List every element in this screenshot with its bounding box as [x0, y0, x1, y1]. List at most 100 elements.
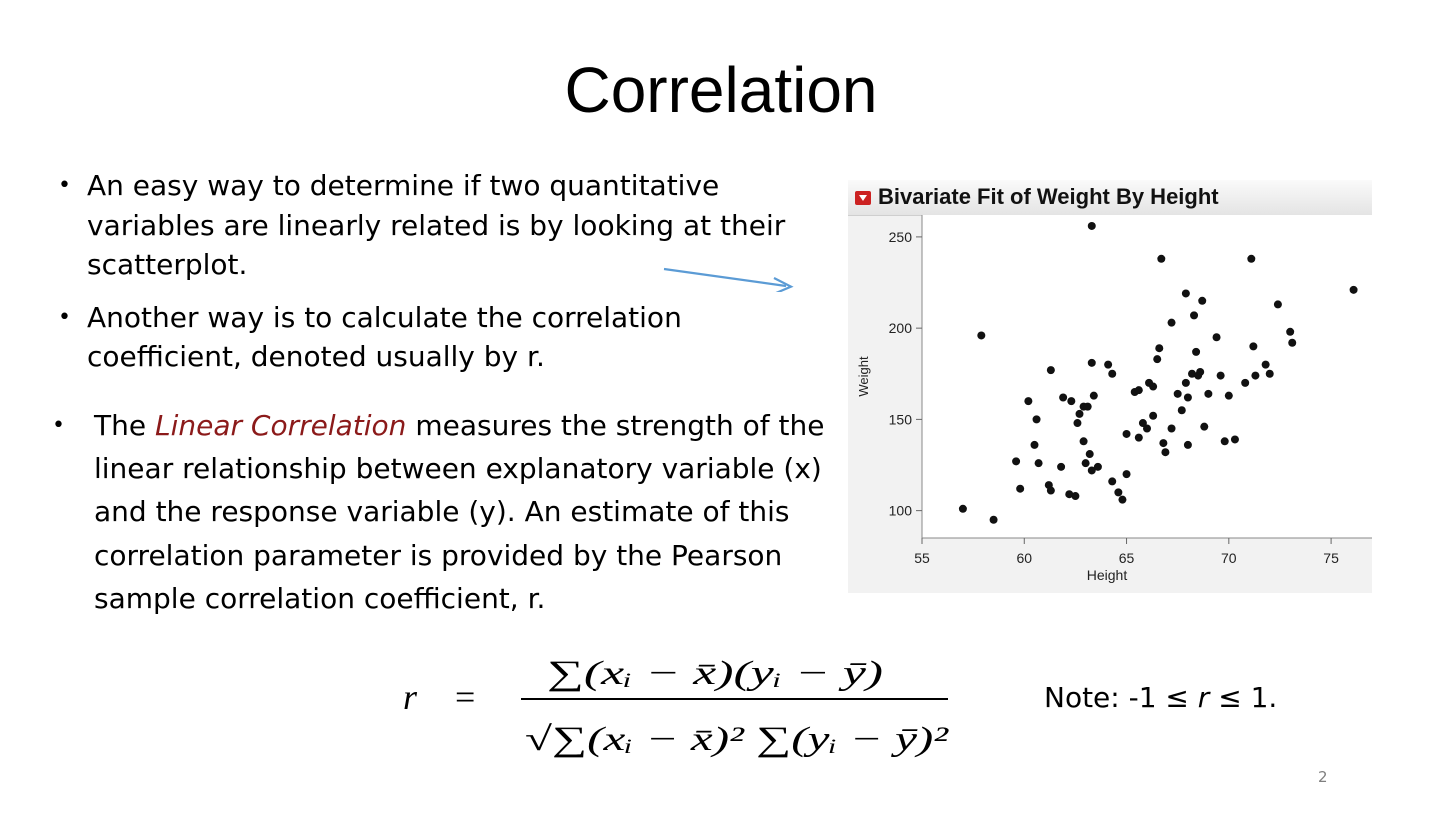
bullet-list: • An easy way to determine if two quanti… [58, 166, 818, 390]
data-point [1183, 440, 1192, 449]
data-point [1122, 470, 1131, 479]
formula-denominator: √∑(xᵢ − x̄)² ∑(yᵢ − ȳ)² [525, 721, 949, 758]
data-point [1089, 391, 1098, 400]
data-point [1030, 440, 1039, 449]
data-point [1190, 311, 1199, 320]
data-point [1012, 457, 1021, 466]
data-point [1016, 484, 1025, 493]
chart-title: Bivariate Fit of Weight By Height [878, 184, 1219, 209]
note-suffix: ≤ 1. [1209, 681, 1278, 714]
data-point [1134, 386, 1143, 395]
data-point [1065, 490, 1074, 499]
data-point [1220, 437, 1229, 446]
data-point [1108, 477, 1117, 486]
x-tick-label: 70 [1221, 550, 1237, 566]
data-point [1087, 466, 1096, 475]
data-point [1155, 344, 1164, 353]
bullet-item-scatterplot: • An easy way to determine if two quanti… [58, 166, 818, 285]
data-point [1087, 358, 1096, 367]
data-point [1181, 289, 1190, 298]
data-point [1073, 419, 1082, 428]
data-point [1032, 415, 1041, 424]
slide-title: Correlation [564, 54, 878, 126]
data-point [1173, 389, 1182, 398]
data-point [958, 504, 967, 513]
y-tick-label: 250 [889, 229, 913, 245]
data-point [1286, 327, 1295, 336]
data-point [1188, 369, 1196, 378]
formula-equals: = [455, 677, 475, 717]
formula-lhs: r [403, 677, 418, 717]
data-point [1198, 296, 1207, 305]
data-point [1181, 378, 1190, 387]
data-point [1083, 402, 1092, 411]
data-point [1247, 254, 1256, 263]
y-tick-label: 200 [889, 320, 913, 336]
data-point [1167, 424, 1176, 433]
data-point [1177, 406, 1186, 415]
data-point [977, 331, 986, 340]
data-point [1204, 389, 1213, 398]
data-point [1149, 411, 1158, 420]
data-point [1075, 409, 1084, 418]
data-point [1079, 437, 1088, 446]
data-point [1081, 459, 1090, 468]
data-point [1167, 318, 1176, 327]
data-point [1183, 393, 1192, 402]
bullet-suffix: measures the strength of the linear rela… [94, 409, 825, 615]
bullet-dot: • [58, 173, 71, 198]
data-point [1153, 355, 1162, 364]
data-point [1087, 221, 1096, 230]
data-point [1349, 285, 1358, 294]
data-point [1149, 382, 1158, 391]
data-point [1249, 342, 1258, 351]
data-point [1143, 424, 1151, 433]
bullet-item-correlation-coefficient: • Another way is to calculate the correl… [58, 298, 818, 377]
data-point [1230, 435, 1239, 444]
bullet-dot: • [58, 304, 71, 330]
data-point [1034, 459, 1043, 468]
data-point [1085, 450, 1094, 459]
data-point [1159, 439, 1168, 448]
page-number: 2 [1318, 768, 1328, 786]
data-point [1157, 254, 1166, 263]
x-tick-label: 60 [1016, 550, 1032, 566]
data-point [1046, 366, 1055, 375]
data-point [1067, 397, 1076, 406]
data-point [1122, 429, 1131, 438]
y-tick-label: 100 [889, 503, 913, 519]
bivariate-fit-panel: Bivariate Fit of Weight By Height 100 150… [848, 180, 1372, 593]
data-point [1046, 486, 1055, 495]
linear-correlation-term: Linear Correlation [154, 409, 407, 442]
data-point [1212, 333, 1221, 342]
y-axis-label: Weight [856, 356, 871, 397]
data-point [1134, 433, 1143, 442]
disclosure-triangle-icon[interactable] [855, 191, 871, 205]
note-variable: r [1197, 681, 1210, 714]
bullet-item-linear-correlation: • The Linear Correlation measures the st… [50, 404, 834, 620]
data-point [1104, 360, 1113, 369]
scatter-plot: 100 150 200 250 55 60 65 70 75 Height Weight [856, 215, 1372, 583]
x-tick-label: 55 [914, 550, 930, 566]
data-point [1216, 371, 1225, 380]
data-point [1138, 419, 1147, 428]
pearson-formula: r = ∑(xᵢ − x̄)(yᵢ − ȳ) √∑(xᵢ − x̄)² ∑(yᵢ… [403, 655, 949, 758]
data-point [1251, 371, 1260, 380]
bullet-prefix: The [94, 409, 155, 442]
y-tick-label: 150 [889, 411, 913, 427]
arrow-icon [663, 267, 794, 292]
bullet-text: An easy way to determine if two quantita… [87, 169, 786, 281]
plot-area [922, 215, 1372, 538]
data-point [1273, 300, 1282, 309]
data-point [1161, 448, 1170, 457]
data-point [1114, 488, 1123, 497]
data-point [1057, 462, 1066, 471]
data-point [1261, 360, 1270, 369]
data-point [1196, 367, 1205, 376]
x-axis-label: Height [1087, 567, 1128, 583]
data-point [1118, 495, 1127, 504]
data-point [1241, 378, 1250, 387]
bullet-dot: • [52, 413, 65, 438]
data-point [1265, 369, 1274, 378]
data-point [1108, 369, 1117, 378]
